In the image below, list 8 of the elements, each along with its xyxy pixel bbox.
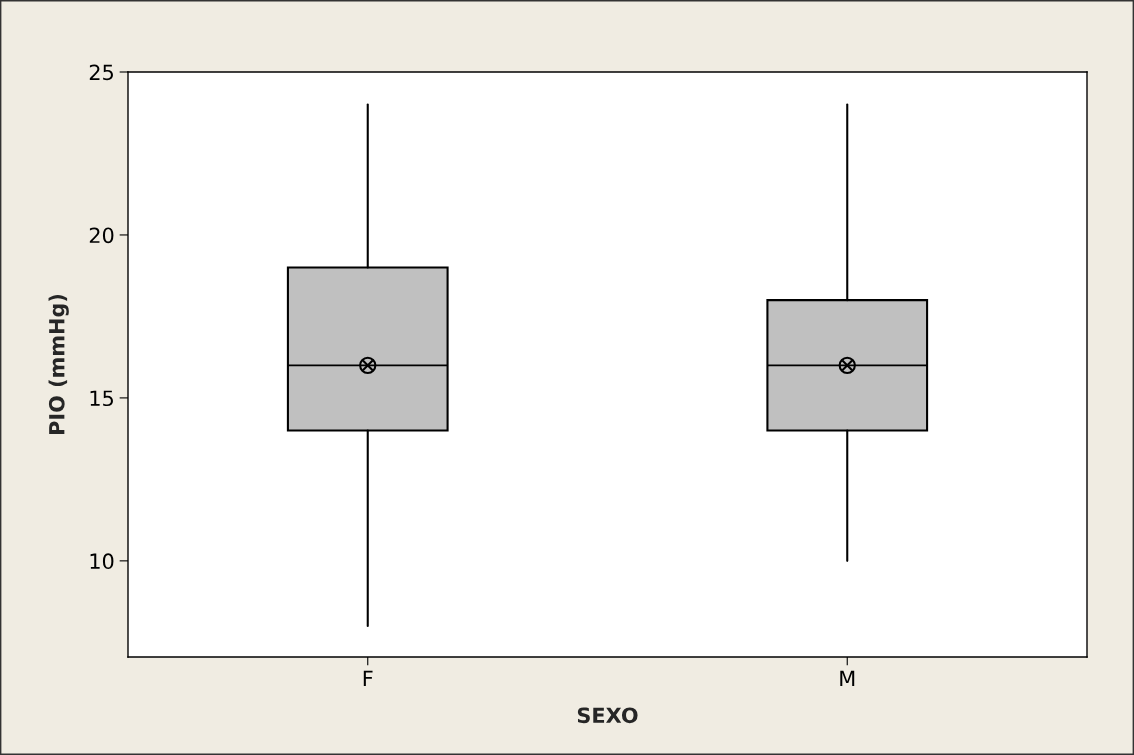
- x-tick-label: F: [363, 670, 373, 687]
- y-tick-label: 15: [90, 390, 113, 407]
- y-tick-label: 25: [89, 64, 113, 81]
- x-tick-label: M: [840, 670, 855, 687]
- x-axis-title: SEXO: [577, 707, 638, 724]
- y-tick-label: 10: [90, 553, 114, 570]
- y-tick-label: 20: [89, 227, 114, 244]
- y-axis-title: PIO (mmHg): [48, 294, 69, 434]
